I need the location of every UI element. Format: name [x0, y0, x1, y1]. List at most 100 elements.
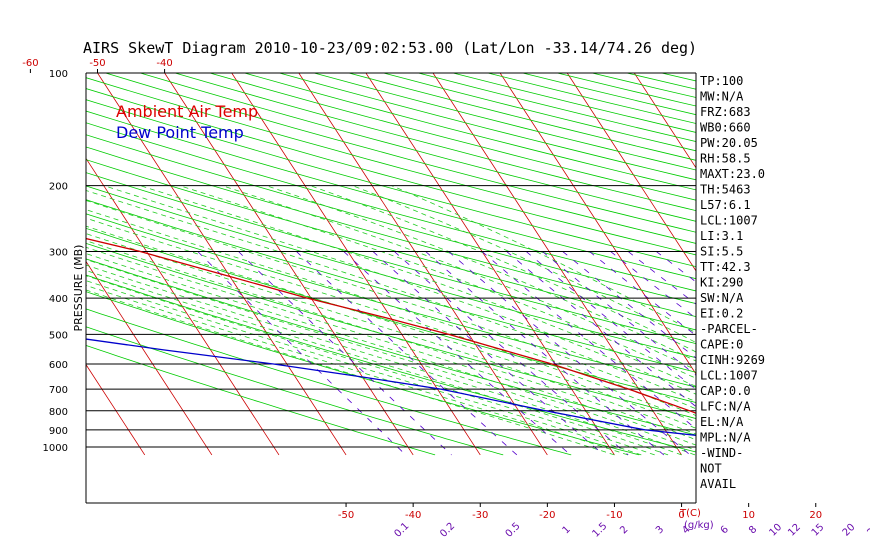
dry-adiabat-line [86, 134, 696, 305]
dry-adiabat-line [86, 110, 696, 280]
moist-adiabat-lines [86, 185, 696, 456]
moist-adiabat-line [86, 264, 682, 456]
dry-adiabat-line [86, 185, 696, 359]
mixing-ratio-line [343, 251, 571, 456]
top-temperature-tick-label: -50 [89, 58, 105, 69]
stability-index-item: MPL:N/A [700, 431, 751, 445]
dry-adiabat-line [86, 274, 696, 453]
dry-adiabat-line [86, 213, 696, 388]
mixing-ratio-lines [197, 251, 696, 456]
stability-index-item: TH:5463 [700, 183, 751, 197]
moist-adiabat-line [103, 185, 696, 395]
moist-adiabat-line [86, 217, 696, 423]
dry-adiabat-line [86, 291, 640, 456]
stability-index-item: EL:N/A [700, 415, 744, 429]
ambient-air-temp-line [86, 237, 696, 414]
isotherm-line [86, 157, 280, 456]
y-axis-label: PRESSURE (MB) [72, 245, 85, 332]
stability-index-item: PW:20.05 [700, 136, 758, 150]
bottom-temperature-tick-label: -30 [472, 510, 488, 521]
moist-adiabat-line [391, 185, 696, 334]
top-temperature-tick-labels: -120-110-100-90-80-70-60-50-40 [22, 58, 173, 73]
stability-index-item: -PARCEL- [700, 322, 758, 336]
stability-index-item: LCL:1007 [700, 369, 758, 383]
stability-index-item: FRZ:683 [700, 105, 751, 119]
isotherm-line [164, 73, 414, 456]
mixing-ratio-line [525, 251, 696, 390]
stability-index-item: SW:N/A [700, 291, 744, 305]
pressure-tick-label: 1000 [43, 443, 68, 454]
dry-adiabat-line [86, 99, 696, 268]
moist-adiabat-line [140, 185, 696, 387]
pressure-tick-label: 500 [49, 330, 68, 341]
stability-index-item: RH:58.5 [700, 152, 751, 166]
bottom-temperature-tick-label: 0 [678, 510, 684, 521]
mixing-ratio-line [372, 251, 604, 456]
stability-index-item: MW:N/A [700, 90, 744, 104]
stability-index-item: TT:42.3 [700, 260, 751, 274]
bottom-temperature-tick-label: -40 [405, 510, 421, 521]
dry-adiabat-line [86, 242, 696, 419]
isotherm-line [86, 363, 146, 456]
moist-adiabat-line [86, 240, 696, 441]
pressure-tick-label: 200 [49, 182, 68, 193]
bottom-temperature-tick-labels: -50-40-30-20-10010203040 [338, 503, 822, 521]
moist-adiabat-line [179, 185, 696, 379]
stability-index-item: LCL:1007 [700, 214, 758, 228]
isotherm-line [97, 73, 347, 456]
isotherm-line [633, 73, 696, 169]
isobar-lines [86, 73, 696, 448]
pressure-tick-label: 600 [49, 360, 68, 371]
stability-index-item: LFC:N/A [700, 400, 751, 414]
dry-adiabat-line [86, 77, 696, 244]
pressure-tick-labels: 100 200 300 400 500 600 700 800 900 1000 [43, 69, 68, 454]
dry-adiabat-line [86, 146, 696, 318]
top-temperature-tick-label: -60 [22, 58, 38, 69]
moist-adiabat-line [86, 275, 655, 456]
pressure-tick-label: 100 [49, 69, 68, 80]
dry-adiabat-line [86, 345, 436, 456]
bottom-temperature-tick-label: -20 [539, 510, 555, 521]
dry-adiabat-line [86, 199, 696, 373]
stability-index-item: CAP:0.0 [700, 384, 751, 398]
legend-dew-point-temp: Dew Point Temp [116, 123, 244, 142]
mixing-ratio-line [542, 251, 696, 376]
moist-adiabat-line [86, 200, 696, 410]
stability-index-item: EI:0.2 [700, 307, 743, 321]
stability-index-item: CAPE:0 [700, 338, 743, 352]
isotherm-line [499, 73, 696, 375]
stability-index-item: KI:290 [700, 276, 743, 290]
moist-adiabat-line [86, 190, 696, 403]
legend-ambient-air-temp: Ambient Air Temp [116, 102, 258, 121]
bottom-temperature-tick-label: -10 [606, 510, 622, 521]
isotherm-line [86, 260, 213, 456]
top-temperature-tick-label: -40 [156, 58, 172, 69]
mixing-ratio-line [448, 251, 691, 456]
mixing-ratio-line [394, 251, 629, 456]
moist-adiabat-line [352, 185, 696, 343]
stability-index-item: TP:100 [700, 74, 743, 88]
moist-adiabat-line [86, 270, 669, 456]
dry-adiabat-line [86, 88, 696, 256]
isotherm-line [298, 73, 548, 456]
plot-area [86, 73, 696, 456]
isotherm-line [566, 73, 696, 272]
dry-adiabat-line [86, 308, 572, 456]
mixing-ratio-line [296, 251, 518, 456]
chart-title: AIRS SkewT Diagram 2010-10-23/09:02:53.0… [83, 39, 697, 57]
pressure-tick-label: 800 [49, 407, 68, 418]
mixing-ratio-label: 25 [865, 522, 870, 539]
moist-adiabat-line [86, 225, 696, 429]
pressure-tick-label: 400 [49, 294, 68, 305]
profile-series [86, 237, 696, 436]
temperature-unit-label: T(C) [679, 508, 701, 519]
stability-index-item: SI:5.5 [700, 245, 743, 259]
stability-index-item: AVAIL [700, 477, 736, 491]
bottom-temperature-tick-label: -50 [338, 510, 354, 521]
stability-index-item: -WIND- [700, 446, 743, 460]
moist-adiabat-line [86, 259, 696, 456]
dry-adiabat-line [86, 258, 696, 436]
stability-index-item: CINH:9269 [700, 353, 765, 367]
